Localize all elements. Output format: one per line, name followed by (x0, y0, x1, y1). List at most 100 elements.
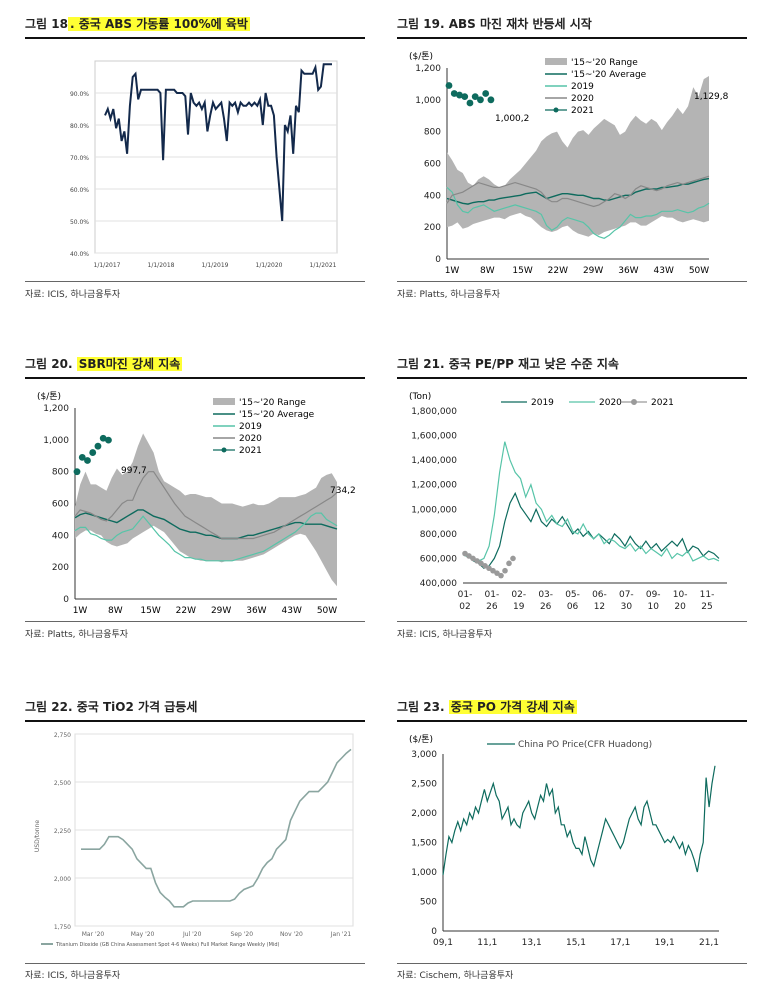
chart-pepp-inventory: (Ton) 400,000 600,000 800,000 1,000,000 1,200… (409, 392, 727, 612)
x-tick-label: 10- (673, 590, 688, 600)
x-tick-label: 8W (480, 266, 495, 276)
data-point-2021 (471, 93, 479, 101)
x-tick-label: 8W (108, 606, 123, 616)
series-line-2020 (446, 175, 710, 208)
y-tick-label: 0 (63, 595, 69, 605)
x-tick-label: 30 (621, 602, 633, 612)
y-tick-label: 1,500 (411, 839, 437, 849)
x-tick-label: 06 (567, 602, 579, 612)
x-tick-label: 01- (485, 590, 500, 600)
source-note: 자료: Platts, 하나금융투자 (397, 290, 501, 300)
legend-swatch (213, 398, 235, 405)
series-line-2020 (74, 471, 338, 540)
x-tick-label: 25 (701, 602, 712, 612)
data-point-2021 (466, 99, 474, 107)
data-label: 1,129,8 (694, 92, 729, 102)
x-tick-label: 17,1 (610, 938, 630, 948)
y-tick-label: 800 (424, 128, 441, 138)
series-line-'15~'20 Average (74, 509, 338, 540)
data-point-2021 (94, 442, 102, 450)
panel-title: 그림 19. ABS 마진 재차 반등세 시작 (397, 15, 592, 32)
y-tick-label: 2,000 (54, 876, 71, 883)
y-tick-label: 1,000 (411, 868, 437, 878)
source-note: 자료: Platts, 하나금융투자 (25, 630, 129, 640)
title-rule (397, 377, 747, 379)
x-tick-label: 1/1/2021 (310, 262, 337, 269)
x-tick-label: 1/1/2018 (148, 262, 175, 269)
source-note: 자료: Cischem, 하나금융투자 (397, 971, 514, 981)
x-tick-label: 15W (140, 606, 160, 616)
title-rule (25, 377, 365, 379)
series-line-2019 (462, 491, 720, 570)
source-rule (25, 281, 365, 282)
x-tick-label: 22W (176, 606, 196, 616)
y-tick-label: 500 (420, 898, 437, 908)
x-tick-label: 09,1 (433, 938, 453, 948)
legend-marker (631, 399, 637, 405)
y-tick-label: 1,750 (54, 924, 71, 931)
panel-sbr-margin: 그림 20. SBR마진 강세 지속 ($/톤) 0 200 400 600 800 1,0… (25, 355, 365, 645)
y-tick-label: 3,000 (411, 750, 437, 760)
y-tick-label: 800,000 (420, 530, 457, 540)
source-note: 자료: ICIS, 하나금융투자 (25, 290, 121, 300)
data-point-2021 (78, 453, 86, 461)
data-point-2021 (99, 434, 107, 442)
data-point-2021 (456, 91, 463, 99)
data-point-2021 (466, 553, 472, 559)
data-point-2021 (89, 449, 97, 456)
y-tick-label: 200 (424, 223, 441, 233)
x-tick-label: 36W (246, 606, 266, 616)
x-tick-label: Jan '21 (330, 931, 352, 938)
legend-label: 2019 (239, 422, 262, 432)
title-rule (397, 37, 747, 39)
y-tick-label: 1,800,000 (411, 407, 457, 417)
source-note: 자료: ICIS, 하나금융투자 (397, 630, 493, 640)
data-point-2021 (482, 90, 490, 97)
y-tick-label: 90.0% (70, 91, 89, 98)
panel-abs-margin: 그림 19. ABS 마진 재차 반등세 시작 ($/톤) 0 200 400 600 8… (397, 15, 747, 305)
data-point-2021 (490, 567, 496, 574)
data-point-2021 (510, 555, 516, 562)
y-tick-label: 2,750 (54, 732, 71, 739)
x-tick-label: 15W (512, 266, 532, 276)
source-rule (397, 621, 747, 622)
x-tick-label: 1/1/2017 (94, 262, 121, 269)
data-point-2021 (73, 468, 81, 476)
x-tick-label: 20 (674, 602, 686, 612)
y-tick-label: 600,000 (420, 554, 457, 564)
y-tick-label: 60.0% (70, 187, 89, 194)
chart-po-price: ($/톤) 0 500 1,000 1,500 2,000 2,500 3,000 09,1 11… (409, 734, 719, 948)
data-point-2021 (84, 457, 91, 464)
title-text: 그림 22. 중국 TiO2 가격 급등세 (25, 700, 198, 714)
data-point-2021 (506, 560, 512, 567)
data-point-2021 (470, 555, 476, 562)
legend-label: 2020 (599, 398, 622, 408)
title-text: 그림 20. (25, 357, 77, 371)
range-band (75, 433, 337, 587)
legend-label: 2021 (239, 446, 262, 456)
data-point-2021 (445, 82, 453, 89)
source-rule (25, 621, 365, 622)
x-tick-label: May '20 (131, 931, 155, 938)
data-point-2021 (105, 436, 112, 444)
data-point-2021 (494, 570, 500, 576)
y-tick-label: 2,500 (54, 780, 71, 787)
series-line-2020 (462, 441, 720, 562)
y-tick-label: 1,400,000 (411, 456, 457, 466)
data-point-2021 (486, 565, 492, 572)
legend-label: '15~'20 Range (571, 58, 638, 68)
panel-po-price: 그림 23. 중국 PO 가격 강세 지속 ($/톤) 0 500 1,000 1,50… (397, 698, 747, 988)
y-tick-label: 1,600,000 (411, 432, 457, 442)
title-rule (25, 37, 365, 39)
panel-title: 그림 22. 중국 TiO2 가격 급등세 (25, 698, 197, 715)
panel-title: 그림 18. 중국 ABS 가동률 100%에 육박 (25, 15, 250, 32)
legend-label: 2019 (531, 398, 554, 408)
x-tick-label: 07- (619, 590, 634, 600)
x-tick-label: 36W (618, 266, 638, 276)
legend-marker (221, 447, 227, 453)
chart-sbr-margin: ($/톤) 0 200 400 600 800 1,000 1,200 1W 8W 15W 22W 29… (37, 391, 356, 616)
x-tick-label: 1W (445, 266, 460, 276)
data-point-2021 (477, 96, 484, 104)
y-tick-label: 1,000 (415, 96, 441, 106)
x-tick-label: 13,1 (522, 938, 542, 948)
